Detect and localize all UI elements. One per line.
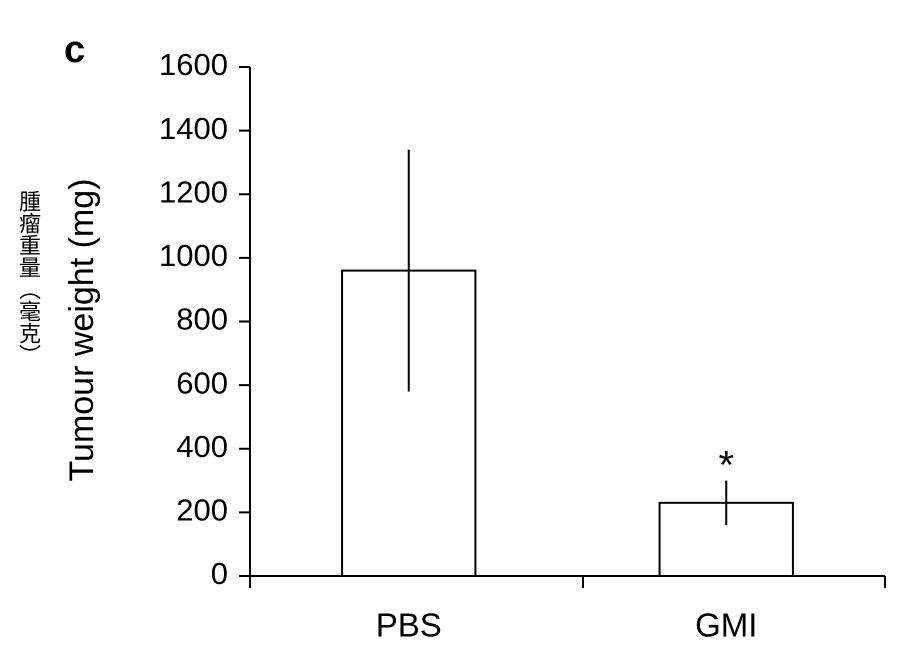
y-tick-label: 1400 (159, 111, 228, 146)
y-tick-label: 1000 (159, 238, 228, 273)
x-tick-label: PBS (376, 607, 442, 644)
y-tick-label: 1600 (159, 47, 228, 82)
x-tick-label: GMI (695, 607, 757, 644)
chinese-note: 腫瘤重量（毫克） (15, 190, 40, 366)
y-tick-label: 800 (176, 302, 228, 337)
y-tick-label: 400 (176, 429, 228, 464)
panel-label: c (64, 29, 85, 71)
y-tick-label: 0 (211, 556, 228, 591)
y-tick-label: 1200 (159, 174, 228, 209)
significance-marker: * (718, 444, 734, 488)
y-tick-label: 200 (176, 493, 228, 528)
y-tick-label: 600 (176, 365, 228, 400)
y-axis-label: Tumour weight (mg) (63, 179, 101, 482)
